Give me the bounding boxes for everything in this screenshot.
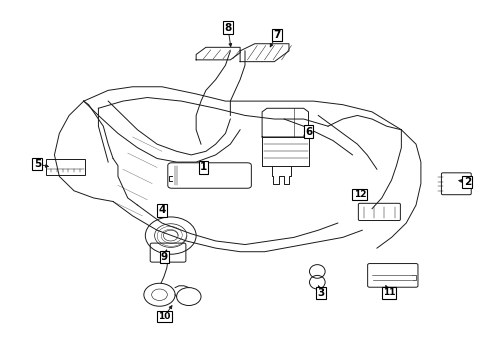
Text: 3: 3 [317,288,324,298]
Text: 4: 4 [158,206,166,216]
Text: 2: 2 [464,177,471,187]
Text: 6: 6 [305,127,312,136]
Text: 12: 12 [354,190,366,199]
Text: 9: 9 [161,252,168,262]
Text: 1: 1 [200,162,207,172]
Text: 11: 11 [383,288,395,297]
Text: 8: 8 [224,23,231,33]
Text: 5: 5 [34,159,41,169]
Text: 10: 10 [158,312,171,321]
Text: 7: 7 [273,30,280,40]
